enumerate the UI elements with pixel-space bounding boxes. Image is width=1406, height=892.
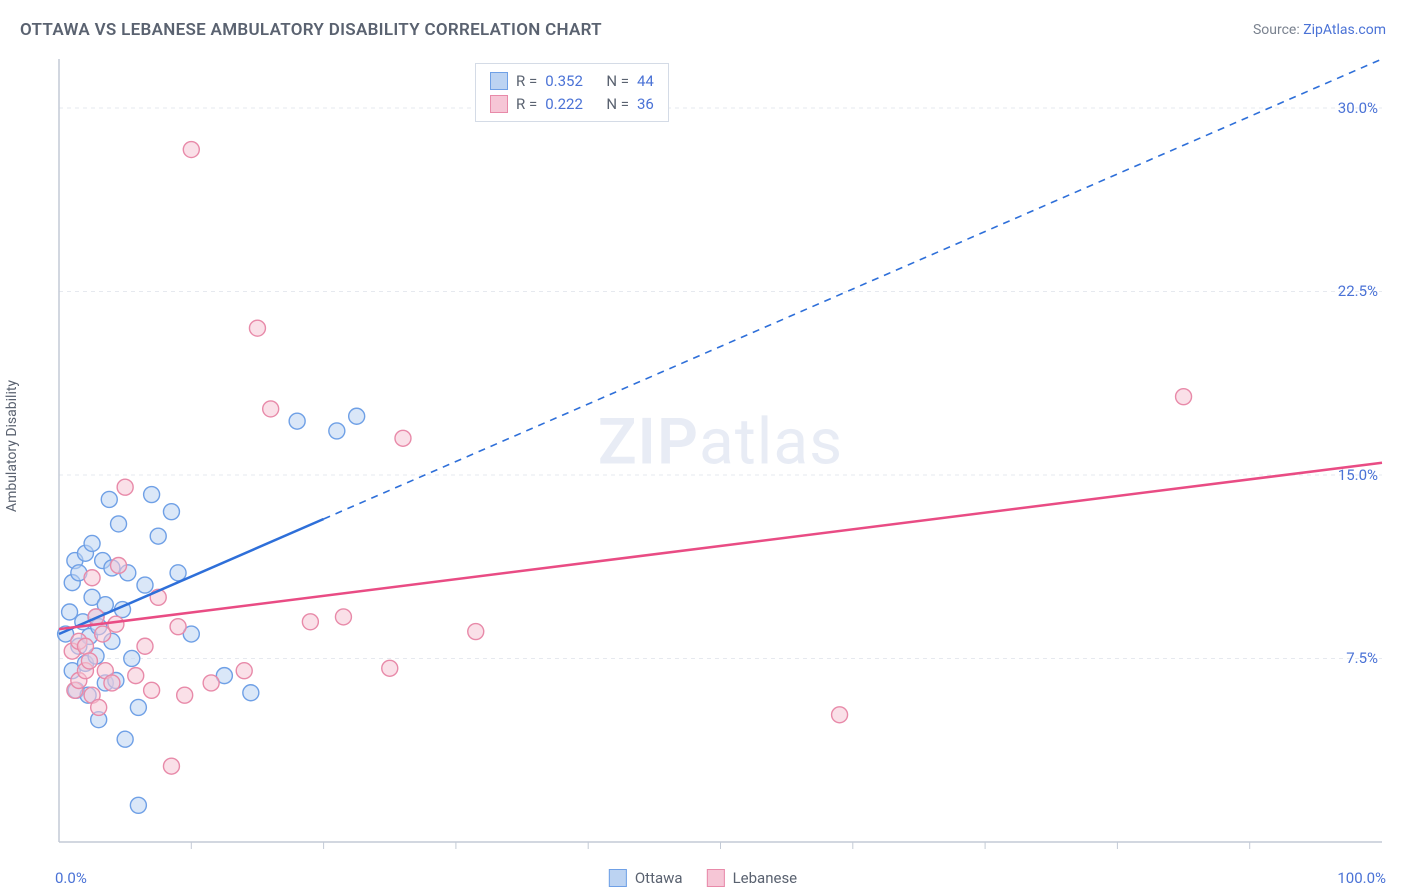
data-point [468,624,484,640]
data-point [177,687,193,703]
data-point [243,685,259,701]
data-point [349,408,365,424]
data-point [124,650,140,666]
data-point [84,535,100,551]
scatter-plot [55,55,1386,862]
data-point [170,565,186,581]
data-point [183,142,199,158]
data-point [144,682,160,698]
series-legend-item: Lebanese [707,869,798,887]
legend-r-value: 0.222 [545,93,583,116]
data-point [329,423,345,439]
y-axis-label: Ambulatory Disability [4,380,20,512]
legend-swatch [707,869,725,887]
legend-n-value: 36 [637,93,654,116]
data-point [263,401,279,417]
data-point [81,653,97,669]
data-point [101,491,117,507]
legend-swatch [609,869,627,887]
legend-swatch [490,72,508,90]
series-legend: Ottawa Lebanese [609,869,797,887]
data-point [128,668,144,684]
data-point [137,638,153,654]
data-point [335,609,351,625]
chart-area: ZIPatlas R = 0.352 N = 44 R = 0.222 N = … [55,55,1386,862]
data-point [1176,389,1192,405]
legend-n-value: 44 [637,70,654,93]
data-point [302,614,318,630]
y-tick-label: 7.5% [1346,649,1378,667]
legend-swatch [490,95,508,113]
y-tick-label: 22.5% [1338,282,1378,300]
data-point [832,707,848,723]
y-tick-label: 15.0% [1338,466,1378,484]
data-point [117,731,133,747]
data-point [137,577,153,593]
data-point [203,675,219,691]
data-point [170,619,186,635]
trend-line-dashed [324,59,1382,519]
data-point [382,660,398,676]
data-point [150,528,166,544]
data-point [77,638,93,654]
series-name: Lebanese [733,869,798,887]
chart-title: OTTAWA VS LEBANESE AMBULATORY DISABILITY… [20,20,602,40]
data-point [395,430,411,446]
data-point [249,320,265,336]
data-point [84,570,100,586]
y-tick-label: 30.0% [1338,99,1378,117]
series-name: Ottawa [635,869,683,887]
data-point [117,479,133,495]
data-point [108,616,124,632]
legend-row: R = 0.222 N = 36 [490,93,654,116]
legend-n-label: N = [606,93,629,116]
legend-n-label: N = [606,70,629,93]
series-legend-item: Ottawa [609,869,683,887]
data-point [163,758,179,774]
data-point [62,604,78,620]
legend-r-label: R = [516,93,537,116]
data-point [144,487,160,503]
data-point [236,663,252,679]
legend-r-value: 0.352 [545,70,583,93]
source-link[interactable]: ZipAtlas.com [1303,22,1386,38]
data-point [163,504,179,520]
data-point [289,413,305,429]
trend-line-solid [59,463,1382,629]
data-point [130,797,146,813]
data-point [111,516,127,532]
source-label: Source: ZipAtlas.com [1253,22,1386,38]
data-point [91,699,107,715]
data-point [104,675,120,691]
legend-r-label: R = [516,70,537,93]
x-axis-min: 0.0% [55,869,87,887]
x-axis-max: 100.0% [1337,869,1386,887]
data-point [111,558,127,574]
data-point [130,699,146,715]
stats-legend: R = 0.352 N = 44 R = 0.222 N = 36 [475,63,669,122]
legend-row: R = 0.352 N = 44 [490,70,654,93]
data-point [95,626,111,642]
